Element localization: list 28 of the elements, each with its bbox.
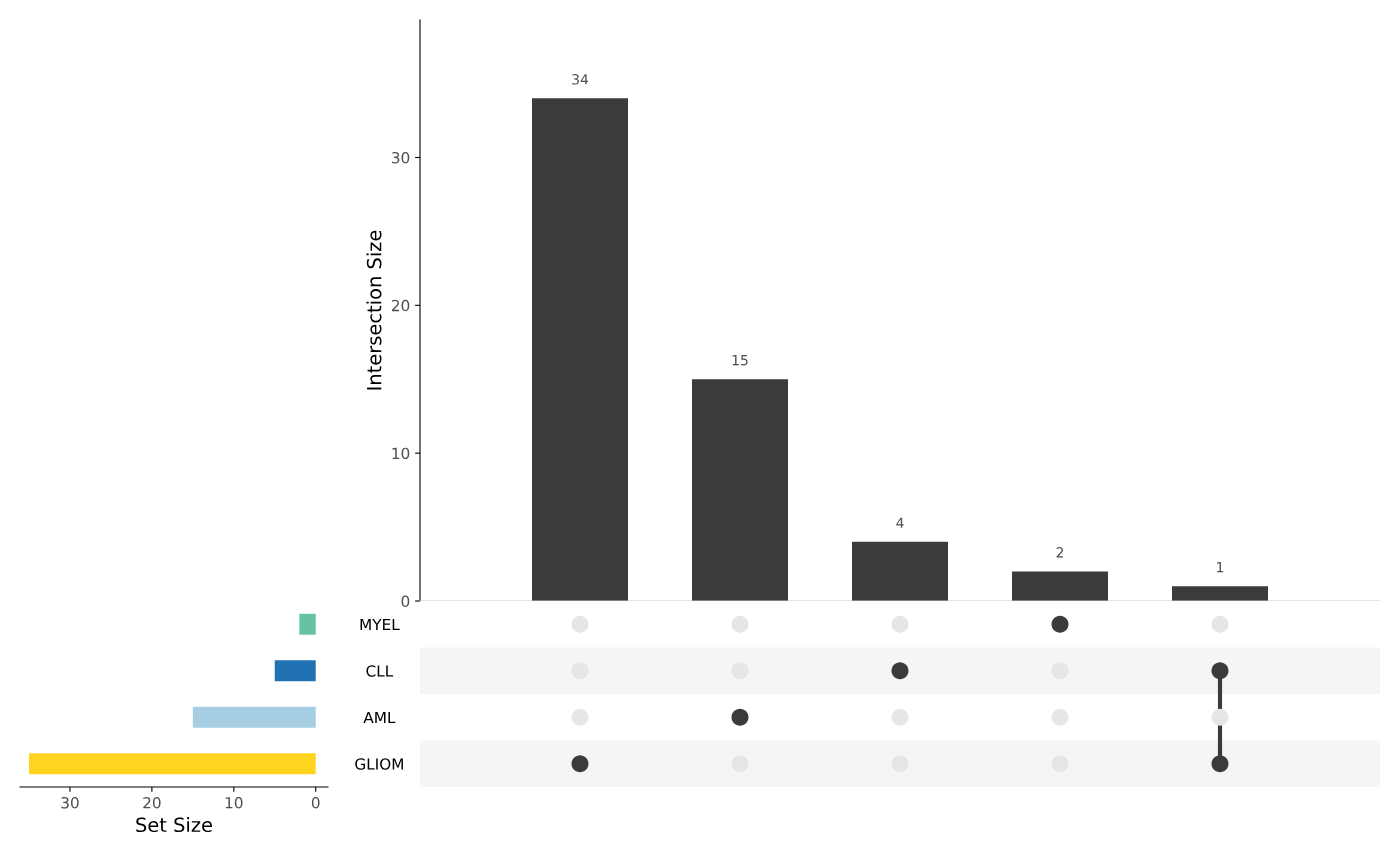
data-label: 4: [896, 517, 904, 528]
bar: [692, 379, 788, 601]
y-tick-label: 0: [401, 595, 410, 608]
x-tick-label: 20: [143, 796, 161, 809]
data-label: 34: [572, 74, 589, 85]
bar: [274, 660, 316, 682]
bar: [29, 753, 316, 775]
y-tick-label: GLIOM: [355, 758, 403, 770]
x-tick-label: 0: [311, 796, 320, 809]
x-tick-label: 10: [225, 796, 243, 809]
y-tick-label: AML: [363, 711, 396, 724]
y-tick-label: 10: [392, 447, 410, 460]
bar: [852, 541, 948, 601]
data-label: 2: [1056, 547, 1064, 558]
y-tick-label: 20: [391, 299, 410, 312]
bar: [1012, 571, 1108, 601]
bar: [299, 613, 316, 635]
bar: [192, 706, 316, 728]
y-tick-label: 30: [392, 151, 410, 164]
y-axis-title: Intersection Size: [366, 230, 382, 390]
y-tick-label: CLL: [366, 665, 394, 677]
y-tick-label: MYEL: [360, 618, 400, 631]
data-label: 15: [732, 355, 748, 366]
data-label: 1: [1217, 562, 1224, 573]
bar: [532, 98, 628, 601]
x-tick-label: 30: [61, 796, 79, 809]
bar: [1172, 586, 1268, 601]
x-axis-title: Set Size: [136, 817, 212, 833]
